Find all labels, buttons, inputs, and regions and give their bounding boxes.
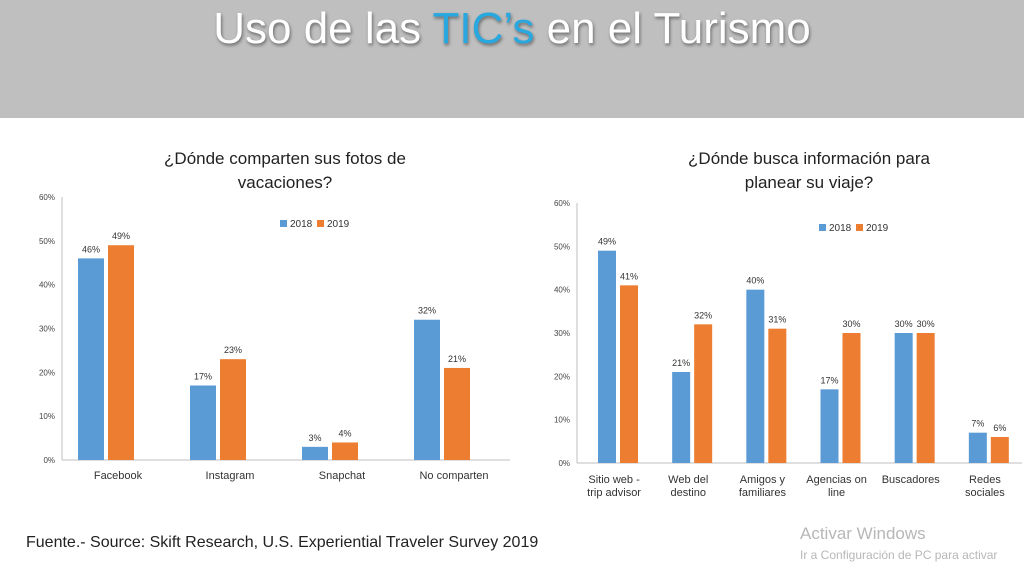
data-label: 30%: [895, 319, 913, 329]
data-label: 32%: [418, 306, 436, 316]
data-label: 31%: [768, 315, 786, 325]
bar-2018: [968, 432, 987, 463]
bar-2019: [768, 328, 787, 463]
category-label: Sitio web -: [588, 474, 640, 486]
title-text-end: en el Turismo: [534, 4, 811, 53]
bar-2018: [746, 289, 765, 463]
y-tick-label: 10%: [554, 416, 570, 425]
title-text-start: Uso de las: [213, 4, 433, 53]
category-label: line: [828, 487, 845, 499]
source-note: Fuente.- Source: Skift Research, U.S. Ex…: [26, 534, 539, 551]
bar-2019: [916, 333, 935, 463]
legend-label-2018: 2018: [829, 223, 852, 234]
data-label: 17%: [194, 371, 212, 381]
category-label: Redes: [969, 474, 1001, 486]
y-tick-label: 30%: [554, 329, 570, 338]
y-tick-label: 50%: [39, 237, 55, 246]
data-label: 49%: [598, 237, 616, 247]
category-label: Buscadores: [882, 474, 941, 486]
bar-2019: [990, 437, 1009, 463]
header-band: [0, 0, 1024, 118]
watermark-line-2: Ir a Configuración de PC para activar: [800, 548, 998, 562]
chart-title-line-1: ¿Dónde comparten sus fotos de: [164, 149, 406, 168]
bar-2019: [444, 367, 470, 460]
y-tick-label: 20%: [554, 372, 570, 381]
y-tick-label: 20%: [39, 368, 55, 377]
category-label: Web del: [668, 474, 708, 486]
bar-2018: [598, 250, 616, 463]
data-label: 30%: [917, 319, 935, 329]
legend-swatch-2019: [856, 224, 863, 231]
bar-2018: [302, 446, 328, 460]
y-tick-label: 0%: [558, 459, 570, 468]
chart-title-line-2: planear su viaje?: [745, 173, 874, 192]
data-label: 21%: [672, 358, 690, 368]
bar-2018: [190, 385, 216, 460]
category-label: sociales: [965, 487, 1005, 499]
category-label: Facebook: [94, 470, 143, 482]
bar-2018: [78, 258, 104, 460]
bar-2018: [414, 319, 440, 460]
bar-2019: [842, 333, 861, 463]
category-label: Snapchat: [319, 470, 365, 482]
watermark-line-1: Activar Windows: [800, 524, 926, 543]
y-tick-label: 60%: [39, 193, 55, 202]
legend-swatch-2018: [819, 224, 826, 231]
legend-label-2018: 2018: [290, 219, 313, 230]
chart-fotos-vacaciones: ¿Dónde comparten sus fotos de vacaciones?…: [39, 149, 510, 482]
bar-2019: [108, 245, 134, 460]
chart-title-line-1: ¿Dónde busca información para: [688, 149, 930, 168]
category-label: trip advisor: [587, 487, 641, 499]
data-label: 21%: [448, 354, 466, 364]
data-label: 49%: [112, 231, 130, 241]
bar-2019: [220, 359, 246, 460]
data-label: 17%: [820, 375, 838, 385]
y-tick-label: 30%: [39, 325, 55, 334]
category-label: Agencias on: [806, 474, 867, 486]
chart-title-line-2: vacaciones?: [238, 173, 333, 192]
data-label: 7%: [971, 419, 984, 429]
data-label: 4%: [338, 428, 351, 438]
data-label: 40%: [746, 276, 764, 286]
legend-swatch-2019: [317, 220, 324, 227]
y-tick-label: 0%: [43, 456, 55, 465]
bar-2018: [672, 372, 691, 463]
y-tick-label: 50%: [554, 242, 570, 251]
bar-2019: [332, 442, 358, 460]
legend-label-2019: 2019: [866, 223, 889, 234]
category-label: Instagram: [206, 470, 255, 482]
bar-2018: [820, 389, 839, 463]
chart-informacion-viaje: ¿Dónde busca información para planear su …: [554, 149, 1022, 499]
data-label: 23%: [224, 345, 242, 355]
bar-2019: [620, 285, 638, 463]
bar-2018: [894, 333, 913, 463]
legend-swatch-2018: [280, 220, 287, 227]
category-label: destino: [671, 487, 706, 499]
y-tick-label: 10%: [39, 412, 55, 421]
page-title: Uso de las TIC’s en el Turismo: [0, 4, 1024, 54]
category-label: No comparten: [419, 470, 488, 482]
category-label: familiares: [739, 487, 787, 499]
data-label: 30%: [842, 319, 860, 329]
y-tick-label: 40%: [39, 281, 55, 290]
data-label: 32%: [694, 310, 712, 320]
y-tick-label: 60%: [554, 199, 570, 208]
data-label: 6%: [993, 423, 1006, 433]
y-tick-label: 40%: [554, 286, 570, 295]
data-label: 3%: [308, 433, 321, 443]
data-label: 41%: [620, 271, 638, 281]
bar-2019: [694, 324, 713, 463]
legend-label-2019: 2019: [327, 219, 350, 230]
title-highlight: TIC’s: [432, 4, 535, 53]
data-label: 46%: [82, 244, 100, 254]
category-label: Amigos y: [740, 474, 786, 486]
